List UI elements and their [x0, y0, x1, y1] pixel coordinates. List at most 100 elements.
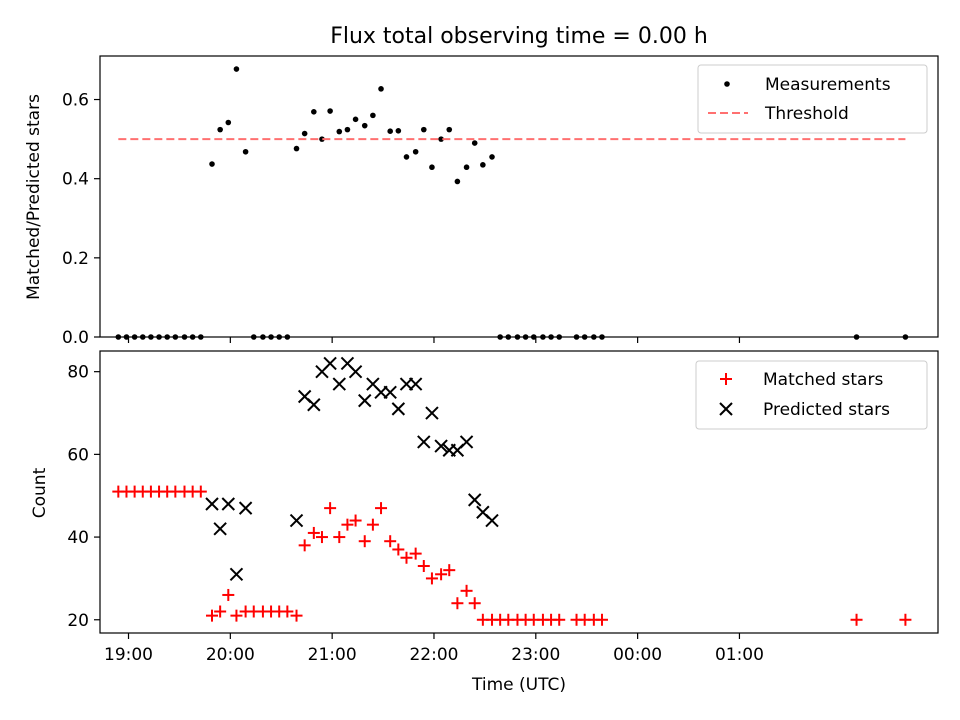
measurement-point	[352, 116, 359, 123]
matched-stars-point	[451, 597, 464, 610]
measurement-point	[209, 161, 215, 167]
measurement-point	[454, 178, 461, 185]
measurement-point	[319, 136, 325, 142]
measurement-point	[387, 128, 393, 134]
top-plot-frame	[99, 55, 939, 338]
top-ticks: 0.0 0.2 0.4 0.6	[62, 91, 741, 348]
legend-predicted-label: Predicted stars	[763, 400, 890, 420]
measurement-point	[463, 164, 470, 171]
predicted-stars-point	[417, 435, 431, 449]
legend-predicted-marker	[719, 402, 733, 416]
predicted-stars-point	[383, 385, 397, 400]
legend-matched-label: Matched stars	[763, 370, 883, 390]
bottom-y-tick-label: 40	[67, 528, 89, 548]
x-tick-label: 23:00	[511, 645, 560, 665]
top-y-tick-label: 0.4	[62, 170, 89, 190]
matched-stars-point	[460, 584, 473, 597]
legend-measurements-marker	[724, 81, 730, 87]
predicted-stars-point	[332, 377, 346, 391]
predicted-stars-point	[425, 406, 439, 420]
predicted-stars-point	[468, 493, 482, 507]
measurement-point	[412, 148, 419, 155]
x-tick-label: 01:00	[715, 645, 764, 665]
top-legend: Measurements Threshold	[697, 64, 928, 134]
top-panel: Flux total observing time = 0.00 h Match…	[24, 24, 939, 348]
bottom-y-tick-label: 80	[67, 363, 89, 383]
matched-stars-point	[392, 543, 405, 556]
bottom-panel: Count Time (UTC) 19:00 20:00 21:00 22:00 23:…	[30, 350, 939, 695]
matched-stars-point	[417, 560, 430, 573]
matched-stars-point	[899, 613, 912, 626]
measurement-point	[480, 162, 486, 168]
matched-stars-point	[324, 502, 337, 515]
measurement-point	[370, 112, 376, 119]
bottom-ticks: 19:00 20:00 21:00 22:00 23:00 00:00 01:00 20 40 6…	[67, 363, 764, 665]
predicted-stars-point	[459, 435, 474, 449]
matched-stars-point	[333, 531, 346, 544]
predicted-stars-point	[358, 393, 372, 408]
bottom-legend-box	[695, 360, 928, 430]
measurement-point	[446, 126, 453, 133]
matched-stars-point	[366, 518, 379, 531]
legend-threshold-label: Threshold	[764, 104, 849, 124]
matched-stars-point	[400, 551, 413, 564]
top-y-axis-label: Matched/Predicted stars	[24, 94, 44, 300]
chart-title: Flux total observing time = 0.00 h	[330, 24, 708, 49]
matched-stars-point	[375, 502, 388, 515]
measurement-point	[301, 130, 308, 137]
predicted-stars-point	[307, 398, 321, 412]
measurement-point	[327, 108, 333, 114]
bottom-legend: Matched stars Predicted stars	[695, 360, 928, 430]
matched-stars-point	[341, 518, 354, 531]
predicted-stars-point	[213, 522, 227, 536]
predicted-stars-point	[348, 364, 363, 379]
predicted-stars-point	[229, 567, 244, 581]
measurement-point	[293, 145, 300, 152]
predicted-stars-point	[323, 356, 337, 371]
legend-matched-marker	[720, 373, 732, 385]
bottom-y-tick-label: 60	[67, 445, 89, 465]
measurement-point	[361, 122, 368, 129]
measurement-point	[225, 119, 232, 126]
measurement-point	[344, 126, 351, 133]
matched-stars-point	[290, 609, 303, 622]
predicted-stars-point	[434, 439, 448, 453]
predicted-stars-point	[238, 501, 253, 515]
measurement-point	[429, 164, 435, 171]
measurement-point	[311, 109, 317, 115]
measurement-point	[233, 66, 240, 72]
x-tick-label: 22:00	[409, 645, 458, 665]
matched-stars-point	[194, 485, 207, 498]
matched-stars-point	[409, 547, 422, 560]
matched-stars-point	[443, 564, 456, 577]
top-y-tick-label: 0.6	[62, 91, 89, 111]
top-y-tick-label: 0.0	[62, 328, 89, 348]
measurement-point	[336, 128, 343, 135]
x-axis-label: Time (UTC)	[471, 675, 566, 695]
matched-stars-point	[553, 613, 566, 626]
matched-stars-point	[281, 605, 294, 618]
matched-stars-point	[307, 526, 320, 539]
predicted-stars-point	[221, 497, 236, 511]
predicted-stars-point	[485, 513, 499, 528]
x-tick-label: 00:00	[613, 645, 662, 665]
bottom-plot-frame	[99, 350, 939, 634]
x-tick-label: 20:00	[206, 645, 255, 665]
matched-stars-point	[214, 605, 227, 618]
measurement-point	[378, 86, 384, 92]
matched-stars-point	[595, 613, 608, 626]
matched-stars-point	[230, 609, 243, 622]
matched-stars-point	[206, 609, 219, 622]
top-y-tick-label: 0.2	[62, 249, 89, 269]
predicted-stars-point	[289, 513, 304, 528]
measurement-point	[395, 128, 402, 134]
bottom-y-axis-label: Count	[30, 467, 50, 518]
bottom-y-tick-label: 20	[67, 611, 89, 631]
legend-measurements-label: Measurements	[765, 75, 891, 95]
matched-stars-point	[315, 531, 328, 544]
matched-stars-point	[358, 535, 371, 548]
x-tick-label: 21:00	[308, 645, 357, 665]
matched-stars-point	[850, 613, 863, 626]
measurement-point	[403, 154, 410, 160]
